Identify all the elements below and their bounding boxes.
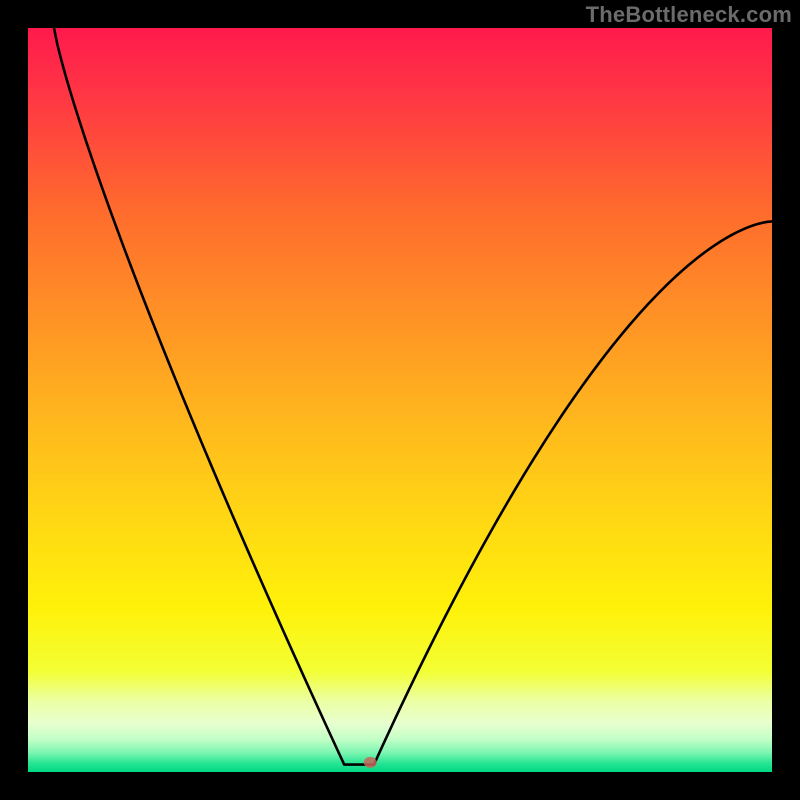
watermark-text: TheBottleneck.com	[586, 2, 792, 28]
gradient-background	[28, 28, 772, 772]
plot-area	[28, 28, 772, 772]
